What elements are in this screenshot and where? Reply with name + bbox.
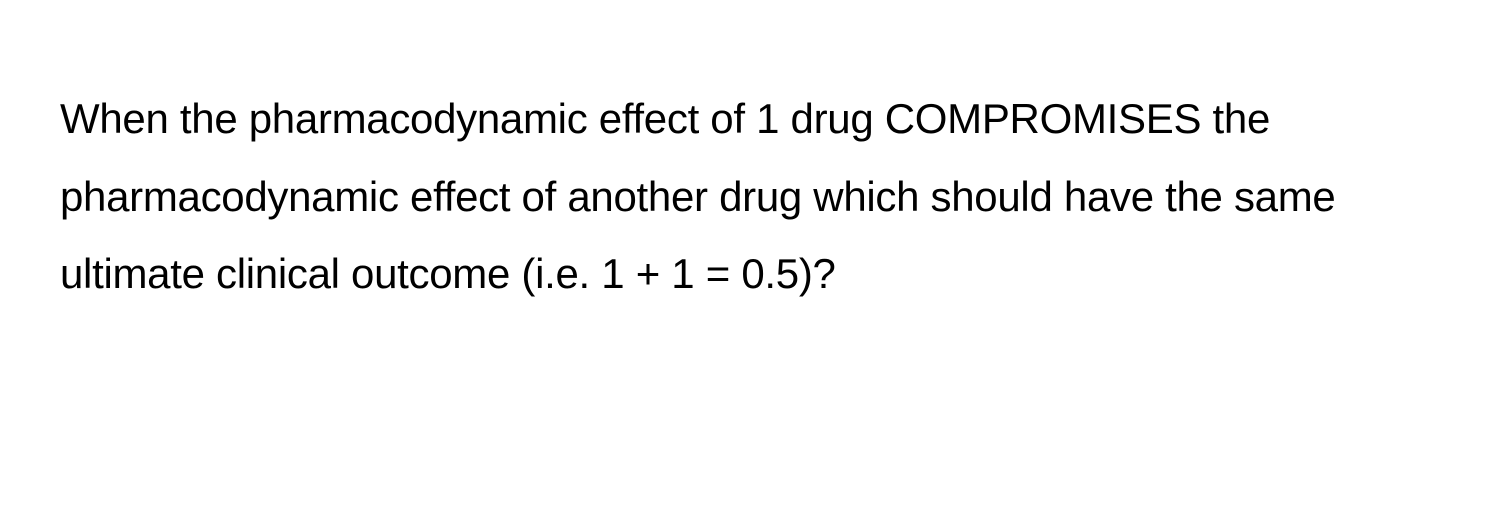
question-paragraph: When the pharmacodynamic effect of 1 dru…: [60, 80, 1440, 313]
